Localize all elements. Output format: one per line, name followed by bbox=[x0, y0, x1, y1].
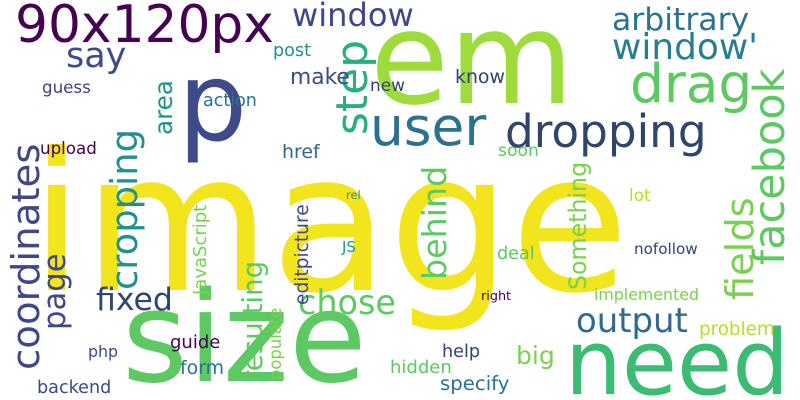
cloud-word: soon bbox=[498, 140, 539, 161]
cloud-word: window bbox=[292, 0, 414, 35]
cloud-word: fixed bbox=[96, 282, 173, 319]
cloud-word: window' bbox=[612, 27, 759, 69]
cloud-word: href bbox=[282, 140, 320, 163]
cloud-word: dropping bbox=[505, 105, 707, 159]
cloud-word: nofollow bbox=[634, 240, 698, 259]
cloud-word: specify bbox=[440, 372, 510, 396]
cloud-word: big bbox=[516, 341, 555, 371]
cloud-word: em bbox=[370, 0, 574, 134]
cloud-word: know bbox=[455, 66, 505, 89]
cloud-word: problem bbox=[699, 318, 775, 340]
cloud-word: backend bbox=[37, 378, 112, 399]
cloud-word: Something bbox=[564, 161, 593, 290]
cloud-word: size bbox=[122, 264, 367, 400]
cloud-word: editpicture bbox=[291, 204, 313, 305]
cloud-word: implemented bbox=[594, 285, 699, 305]
cloud-word: php bbox=[88, 341, 119, 361]
cloud-word: user bbox=[370, 95, 487, 158]
cloud-word: arbitrary bbox=[612, 2, 750, 39]
cloud-word: cropping bbox=[102, 128, 146, 290]
cloud-word: guide bbox=[170, 331, 221, 353]
cloud-word: area bbox=[148, 80, 178, 135]
cloud-word: fields bbox=[717, 197, 763, 300]
cloud-word: p bbox=[178, 39, 248, 166]
cloud-word: drag bbox=[630, 53, 753, 116]
cloud-word: need bbox=[565, 312, 790, 400]
cloud-word: right bbox=[481, 288, 512, 304]
cloud-word: page bbox=[37, 253, 73, 330]
cloud-word: deal bbox=[497, 243, 535, 264]
cloud-word: resulting bbox=[236, 260, 270, 382]
cloud-word: post bbox=[273, 41, 311, 62]
cloud-word: JavaScript bbox=[190, 204, 212, 295]
cloud-word: hidden bbox=[390, 356, 452, 378]
cloud-word: populate bbox=[266, 307, 286, 380]
cloud-word: guess bbox=[42, 76, 91, 97]
cloud-word: new bbox=[370, 75, 405, 96]
cloud-word: help bbox=[442, 341, 481, 362]
cloud-word: upload bbox=[40, 138, 97, 159]
cloud-word: JS bbox=[342, 239, 356, 257]
cloud-word: make bbox=[290, 64, 350, 90]
cloud-word: say bbox=[66, 35, 127, 76]
cloud-word: image bbox=[30, 112, 629, 336]
cloud-word: 90x120px bbox=[15, 0, 274, 56]
cloud-word: behind bbox=[415, 165, 455, 280]
cloud-word: chose bbox=[298, 283, 396, 323]
cloud-word: action bbox=[203, 91, 257, 112]
cloud-word: form bbox=[180, 356, 225, 379]
cloud-word: rel bbox=[346, 187, 361, 202]
cloud-word: lot bbox=[629, 185, 651, 206]
cloud-word: output bbox=[576, 301, 688, 341]
